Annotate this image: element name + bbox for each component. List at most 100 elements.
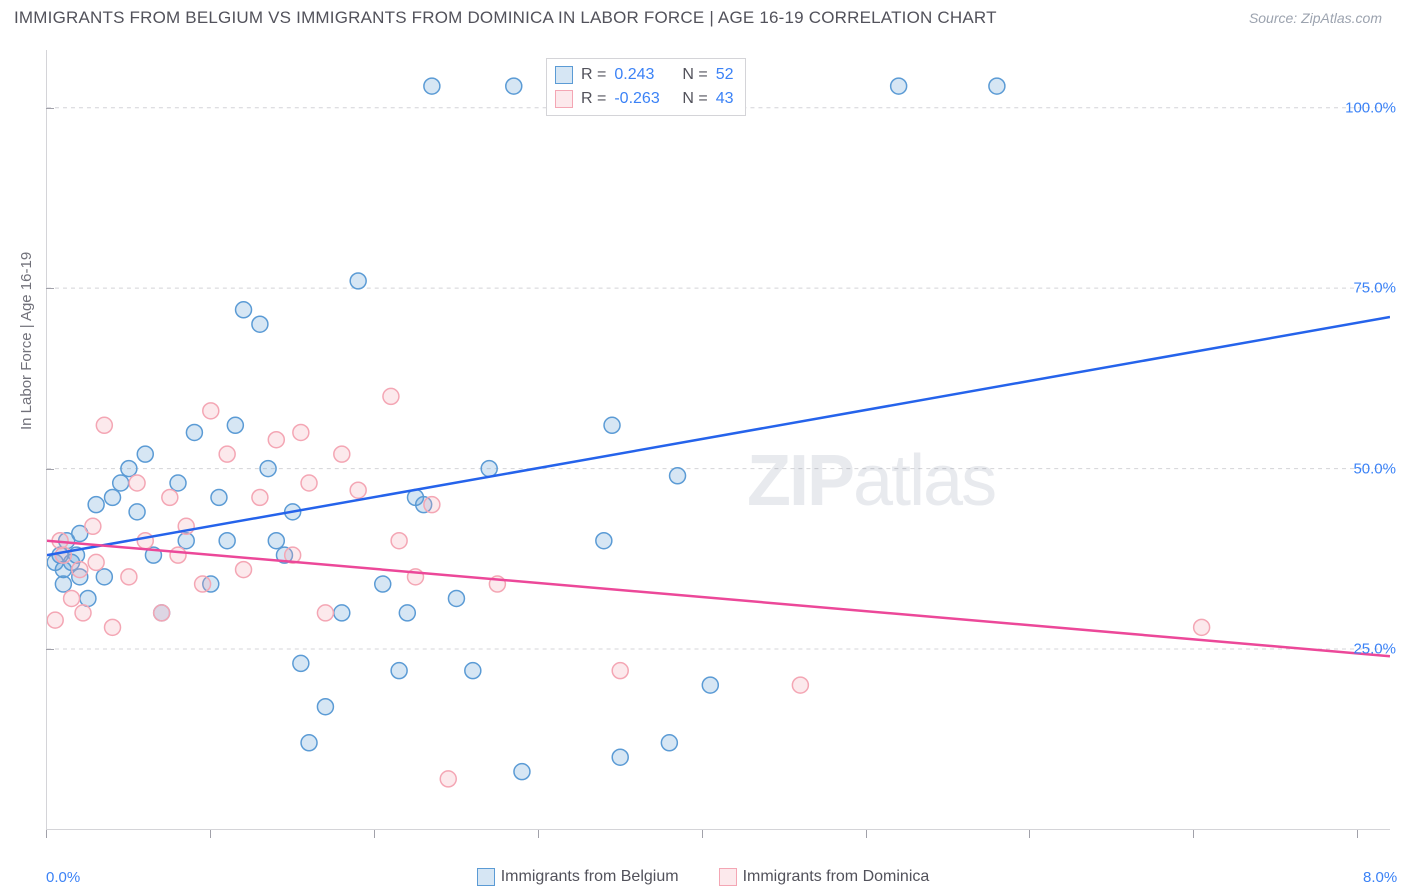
- legend-label: Immigrants from Dominica: [743, 868, 930, 886]
- y-tick-label: 50.0%: [1353, 460, 1396, 477]
- scatter-point: [105, 619, 121, 635]
- x-tick-mark: [210, 830, 211, 838]
- scatter-point: [162, 489, 178, 505]
- scatter-point: [96, 569, 112, 585]
- scatter-point: [121, 461, 137, 477]
- regression-line: [47, 541, 1390, 656]
- scatter-point: [203, 403, 219, 419]
- stats-swatch: [555, 66, 573, 84]
- scatter-point: [301, 475, 317, 491]
- legend-swatch: [719, 868, 737, 886]
- x-tick-mark: [866, 830, 867, 838]
- scatter-point: [301, 735, 317, 751]
- y-tick-label: 75.0%: [1353, 280, 1396, 297]
- scatter-point: [88, 497, 104, 513]
- scatter-point: [1194, 619, 1210, 635]
- scatter-point: [178, 533, 194, 549]
- y-tick-mark: [46, 288, 54, 289]
- scatter-point: [252, 489, 268, 505]
- scatter-point: [85, 518, 101, 534]
- scatter-point: [399, 605, 415, 621]
- y-tick-mark: [46, 469, 54, 470]
- scatter-point: [170, 547, 186, 563]
- regression-line: [47, 317, 1390, 555]
- r-label: R =: [581, 87, 606, 111]
- scatter-point: [481, 461, 497, 477]
- scatter-point: [391, 663, 407, 679]
- scatter-point: [702, 677, 718, 693]
- scatter-svg: [47, 50, 1390, 829]
- legend-swatch: [477, 868, 495, 886]
- scatter-point: [129, 475, 145, 491]
- scatter-point: [219, 446, 235, 462]
- r-label: R =: [581, 63, 606, 87]
- r-value: 0.243: [614, 63, 674, 87]
- scatter-point: [211, 489, 227, 505]
- scatter-point: [891, 78, 907, 94]
- legend-item: Immigrants from Dominica: [719, 868, 930, 886]
- scatter-point: [424, 497, 440, 513]
- scatter-point: [268, 432, 284, 448]
- y-tick-mark: [46, 649, 54, 650]
- legend-item: Immigrants from Belgium: [477, 868, 679, 886]
- legend-label: Immigrants from Belgium: [501, 868, 679, 886]
- scatter-point: [350, 482, 366, 498]
- x-tick-mark: [538, 830, 539, 838]
- scatter-point: [612, 663, 628, 679]
- scatter-point: [121, 569, 137, 585]
- scatter-point: [137, 446, 153, 462]
- bottom-legend: Immigrants from Belgium Immigrants from D…: [0, 868, 1406, 886]
- y-tick-label: 100.0%: [1345, 99, 1396, 116]
- scatter-point: [391, 533, 407, 549]
- scatter-point: [252, 316, 268, 332]
- scatter-point: [317, 699, 333, 715]
- x-tick-mark: [702, 830, 703, 838]
- scatter-point: [334, 605, 350, 621]
- stats-swatch: [555, 90, 573, 108]
- scatter-point: [293, 424, 309, 440]
- x-tick-mark: [1357, 830, 1358, 838]
- scatter-point: [55, 576, 71, 592]
- y-tick-mark: [46, 108, 54, 109]
- scatter-point: [670, 468, 686, 484]
- scatter-point: [260, 461, 276, 477]
- stats-row: R =0.243N =52: [555, 63, 733, 87]
- correlation-stats-box: R =0.243N =52R =-0.263N =43: [546, 58, 746, 116]
- scatter-point: [227, 417, 243, 433]
- y-tick-label: 25.0%: [1353, 641, 1396, 658]
- x-tick-mark: [46, 830, 47, 838]
- r-value: -0.263: [614, 87, 674, 111]
- scatter-point: [383, 388, 399, 404]
- scatter-point: [661, 735, 677, 751]
- scatter-point: [989, 78, 1005, 94]
- y-axis-label: In Labor Force | Age 16-19: [18, 252, 35, 430]
- scatter-point: [64, 590, 80, 606]
- scatter-point: [350, 273, 366, 289]
- n-label: N =: [682, 87, 707, 111]
- scatter-point: [506, 78, 522, 94]
- scatter-point: [317, 605, 333, 621]
- scatter-point: [47, 612, 63, 628]
- scatter-point: [154, 605, 170, 621]
- scatter-point: [293, 655, 309, 671]
- scatter-point: [88, 554, 104, 570]
- scatter-point: [219, 533, 235, 549]
- scatter-point: [105, 489, 121, 505]
- scatter-point: [448, 590, 464, 606]
- scatter-point: [465, 663, 481, 679]
- stats-row: R =-0.263N =43: [555, 87, 733, 111]
- scatter-point: [612, 749, 628, 765]
- scatter-point: [792, 677, 808, 693]
- chart-title: IMMIGRANTS FROM BELGIUM VS IMMIGRANTS FR…: [14, 8, 997, 28]
- chart-plot-area: ZIPatlas: [46, 50, 1390, 830]
- x-tick-mark: [374, 830, 375, 838]
- scatter-point: [236, 302, 252, 318]
- x-tick-mark: [1193, 830, 1194, 838]
- scatter-point: [424, 78, 440, 94]
- scatter-point: [268, 533, 284, 549]
- scatter-point: [186, 424, 202, 440]
- scatter-point: [137, 533, 153, 549]
- scatter-point: [72, 562, 88, 578]
- source-credit: Source: ZipAtlas.com: [1249, 10, 1382, 26]
- scatter-point: [80, 590, 96, 606]
